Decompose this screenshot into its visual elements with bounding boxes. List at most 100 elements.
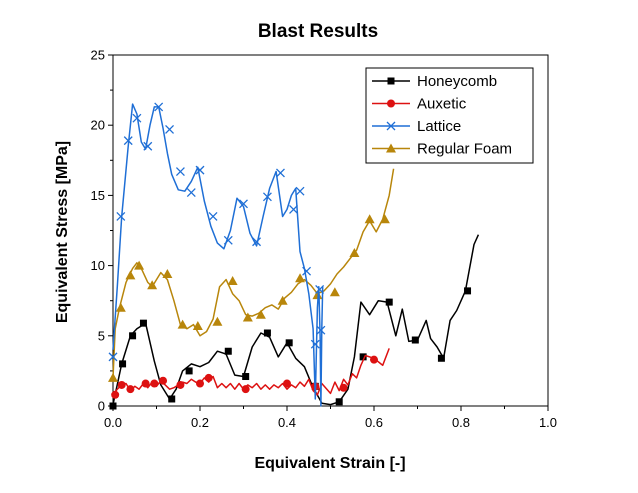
data-point-honeycomb [129, 332, 137, 340]
data-point-lattice-stroke [289, 204, 298, 214]
legend-item-lattice: Lattice [372, 118, 461, 135]
data-point-regular-foam [329, 287, 340, 297]
y-tick-label: 10 [91, 258, 105, 273]
y-tick-label: 25 [91, 48, 105, 63]
data-point-honeycomb [139, 319, 147, 327]
data-point-honeycomb [185, 367, 193, 375]
x-tick-label: 1.0 [539, 415, 557, 430]
data-point-auxetic [141, 379, 150, 388]
data-point-lattice-stroke [302, 266, 312, 276]
data-point-lattice-stroke [223, 235, 233, 245]
data-point-lattice [252, 237, 262, 247]
x-tick-label: 0.6 [365, 415, 383, 430]
data-point-honeycomb [385, 298, 393, 306]
data-point-lattice [302, 266, 312, 276]
data-point-lattice [262, 192, 272, 202]
data-point-regular-foam [177, 319, 188, 329]
data-point-regular-foam [134, 260, 145, 270]
legend-label: Regular Foam [417, 141, 512, 158]
series-regular-foam [108, 168, 395, 382]
chart-title: Blast Results [258, 21, 378, 42]
data-point-honeycomb [263, 329, 271, 337]
legend: Honeycomb Auxetic Lattice Regular Foam [365, 67, 534, 164]
series-line-lattice [112, 103, 324, 407]
data-point-honeycomb [285, 339, 293, 347]
data-point-lattice-stroke [123, 136, 133, 146]
data-point-auxetic [176, 380, 185, 389]
data-point-lattice [315, 285, 325, 294]
data-point-regular-foam [379, 214, 390, 224]
y-tick-label: 0 [98, 399, 105, 414]
data-point-auxetic [117, 380, 126, 389]
data-point-auxetic [111, 390, 120, 399]
data-point-lattice [108, 352, 118, 362]
data-point-regular-foam [115, 302, 126, 312]
data-point-honeycomb [242, 373, 250, 381]
data-point-auxetic [150, 379, 159, 388]
data-point-lattice [295, 186, 305, 196]
x-tick-label: 0.8 [452, 415, 470, 430]
data-point-lattice-stroke [316, 325, 326, 335]
data-point-lattice-stroke [116, 212, 126, 221]
data-point-lattice-stroke [132, 113, 142, 123]
data-point-lattice [123, 136, 133, 146]
data-point-honeycomb [224, 347, 232, 355]
data-point-lattice [208, 212, 218, 221]
data-point-regular-foam [227, 276, 238, 286]
data-point-auxetic [283, 379, 291, 388]
legend-item-regular-foam: Regular Foam [372, 141, 512, 158]
series-line-honeycomb [112, 234, 480, 406]
data-point-honeycomb [109, 402, 117, 410]
data-point-lattice-stroke [108, 352, 118, 362]
data-point-regular-foam [212, 316, 223, 326]
legend-label: Honeycomb [417, 73, 497, 90]
data-point-regular-foam [364, 214, 375, 224]
data-point-auxetic [370, 355, 378, 364]
data-point-lattice-stroke [165, 124, 175, 134]
data-point-regular-foam [349, 247, 360, 257]
data-point-lattice [316, 325, 326, 335]
x-tick-label: 0.0 [104, 415, 122, 430]
data-point-honeycomb [119, 360, 127, 368]
data-point-lattice [223, 235, 233, 245]
data-point-regular-foam [125, 270, 136, 280]
data-point-regular-foam [162, 269, 173, 279]
legend-item-auxetic: Auxetic [372, 96, 467, 113]
legend-label: Lattice [417, 118, 461, 135]
data-point-lattice-stroke [154, 102, 164, 112]
x-tick-label: 0.4 [278, 415, 296, 430]
data-point-lattice-stroke [208, 212, 218, 221]
legend-label: Auxetic [417, 96, 467, 113]
plot-area: 0.0 0.2 0.4 0.6 0.8 1.0 0 5 10 15 20 25 Honeycomb Aux… [91, 48, 558, 431]
data-point-regular-foam [147, 280, 158, 290]
series-auxetic [111, 348, 390, 399]
data-point-lattice-stroke [195, 165, 205, 175]
data-point-lattice-stroke [310, 339, 320, 349]
data-point-regular-foam [108, 372, 118, 382]
data-point-lattice [239, 199, 248, 209]
data-point-honeycomb [335, 398, 343, 406]
data-point-lattice-stroke [175, 167, 185, 176]
data-point-lattice [186, 188, 196, 198]
data-point-regular-foam [312, 290, 323, 300]
y-tick-label: 5 [98, 328, 105, 343]
data-point-lattice [195, 165, 205, 175]
data-point-auxetic [204, 373, 213, 382]
legend-marker [386, 143, 396, 153]
data-point-lattice-stroke [239, 199, 248, 209]
data-point-lattice-stroke [295, 186, 305, 196]
series-honeycomb [109, 234, 480, 410]
data-point-honeycomb [464, 287, 472, 295]
data-point-lattice-stroke [262, 192, 272, 202]
data-point-regular-foam [295, 273, 306, 283]
data-point-lattice-stroke [186, 188, 196, 198]
data-point-lattice [175, 167, 185, 176]
x-tick-label: 0.2 [191, 415, 209, 430]
data-point-regular-foam [277, 295, 288, 305]
data-point-honeycomb [168, 395, 176, 403]
data-point-lattice [132, 113, 142, 123]
data-point-lattice [116, 212, 126, 221]
data-point-lattice [310, 339, 320, 349]
y-tick-label: 15 [91, 188, 105, 203]
y-axis-label: Equivalent Stress [MPa] [54, 141, 71, 323]
